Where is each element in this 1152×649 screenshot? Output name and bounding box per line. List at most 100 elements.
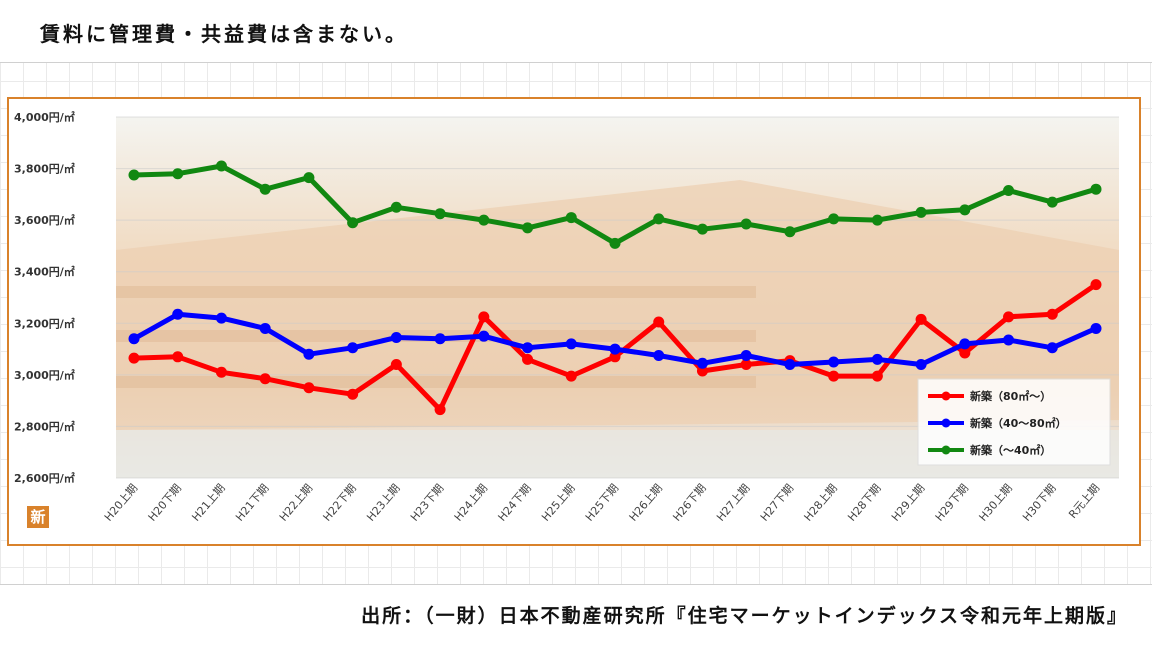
data-point (1046, 196, 1058, 208)
data-point (871, 214, 883, 226)
series-0 (128, 279, 1102, 416)
legend-marker (941, 391, 951, 401)
legend-marker (941, 418, 951, 428)
y-tick-label: 4,000円/㎡ (14, 110, 75, 124)
data-point (915, 206, 927, 218)
data-point (871, 370, 883, 382)
y-tick-label: 2,800円/㎡ (14, 419, 75, 433)
data-point (478, 311, 490, 323)
x-tick-label: H24下期 (495, 482, 533, 524)
y-tick-label: 2,600円/㎡ (14, 471, 75, 485)
logo-icon: 新 (27, 506, 49, 528)
x-tick-label: H27下期 (758, 482, 796, 524)
data-point (653, 350, 665, 362)
x-tick-label: H24上期 (452, 482, 490, 524)
x-tick-label: H29上期 (889, 482, 927, 524)
data-point (215, 366, 227, 378)
data-point (1090, 279, 1102, 291)
y-tick-label: 3,600円/㎡ (14, 213, 75, 227)
x-tick-label: H22上期 (277, 482, 315, 524)
data-point (1046, 342, 1058, 354)
data-point (653, 316, 665, 328)
data-point (303, 348, 315, 360)
note-banner: 賃料に管理費・共益費は含まない。 (0, 0, 1152, 63)
data-point (828, 356, 840, 368)
x-tick-label: H25上期 (539, 482, 577, 524)
series-2 (128, 160, 1102, 249)
data-point (565, 338, 577, 350)
data-point (434, 208, 446, 220)
x-tick-label: H26上期 (627, 482, 665, 524)
data-point (522, 222, 534, 234)
data-point (259, 373, 271, 385)
x-tick-label: H26下期 (670, 482, 708, 524)
data-point (347, 217, 359, 229)
data-point (172, 168, 184, 180)
source-banner: 出所：（一財）日本不動産研究所『住宅マーケットインデックス令和元年上期版』 (0, 584, 1152, 649)
note-text: 賃料に管理費・共益費は含まない。 (40, 22, 408, 46)
data-point (959, 347, 971, 359)
data-point (259, 183, 271, 195)
x-tick-label: H22下期 (321, 482, 359, 524)
data-point (215, 312, 227, 324)
data-point (915, 359, 927, 371)
series-1 (128, 308, 1102, 371)
y-tick-label: 3,800円/㎡ (14, 162, 75, 176)
data-point (609, 351, 621, 363)
legend-marker (941, 445, 951, 455)
data-point (390, 331, 402, 343)
data-point (915, 313, 927, 325)
data-point (172, 351, 184, 363)
x-tick-label: H20下期 (146, 482, 184, 524)
data-point (959, 204, 971, 216)
data-point (1003, 311, 1015, 323)
data-point (522, 353, 534, 365)
source-text: 出所：（一財）日本不動産研究所『住宅マーケットインデックス令和元年上期版』 (361, 605, 1128, 627)
data-point (128, 333, 140, 345)
data-point (828, 213, 840, 225)
data-point (522, 342, 534, 354)
data-point (303, 382, 315, 394)
data-point (347, 388, 359, 400)
data-point (609, 237, 621, 249)
data-point (696, 223, 708, 235)
data-point (871, 353, 883, 365)
data-point (434, 333, 446, 345)
data-point (1090, 183, 1102, 195)
data-point (1046, 308, 1058, 320)
data-point (172, 308, 184, 320)
data-point (478, 330, 490, 342)
data-point (303, 172, 315, 184)
data-point (784, 359, 796, 371)
x-tick-label: H27上期 (714, 482, 752, 524)
x-tick-label: H28下期 (845, 482, 883, 524)
x-tick-label: H21上期 (189, 482, 227, 524)
data-point (740, 359, 752, 371)
data-point (696, 357, 708, 369)
y-tick-label: 3,000円/㎡ (14, 368, 75, 382)
data-point (128, 352, 140, 364)
x-tick-label: H30上期 (976, 482, 1014, 524)
x-tick-label: H29下期 (933, 482, 971, 524)
x-tick-label: H20上期 (102, 482, 140, 524)
x-tick-label: H23下期 (408, 482, 446, 524)
data-point (696, 365, 708, 377)
data-point (128, 169, 140, 181)
data-point (478, 214, 490, 226)
data-point (784, 226, 796, 238)
data-point (740, 350, 752, 362)
x-tick-label: H25下期 (583, 482, 621, 524)
data-point (259, 322, 271, 334)
data-point (390, 201, 402, 213)
legend-label: 新築（80㎡〜） (970, 389, 1051, 403)
data-point (434, 404, 446, 416)
data-point (565, 370, 577, 382)
chart-legend: 新築（80㎡〜） 新築（40〜80㎡） 新築（〜40㎡） (917, 378, 1111, 466)
data-point (565, 212, 577, 224)
data-point (959, 338, 971, 350)
legend-label: 新築（40〜80㎡） (970, 416, 1067, 430)
y-tick-label: 3,400円/㎡ (14, 265, 75, 279)
x-tick-label: H21下期 (233, 482, 271, 524)
data-point (1003, 334, 1015, 346)
